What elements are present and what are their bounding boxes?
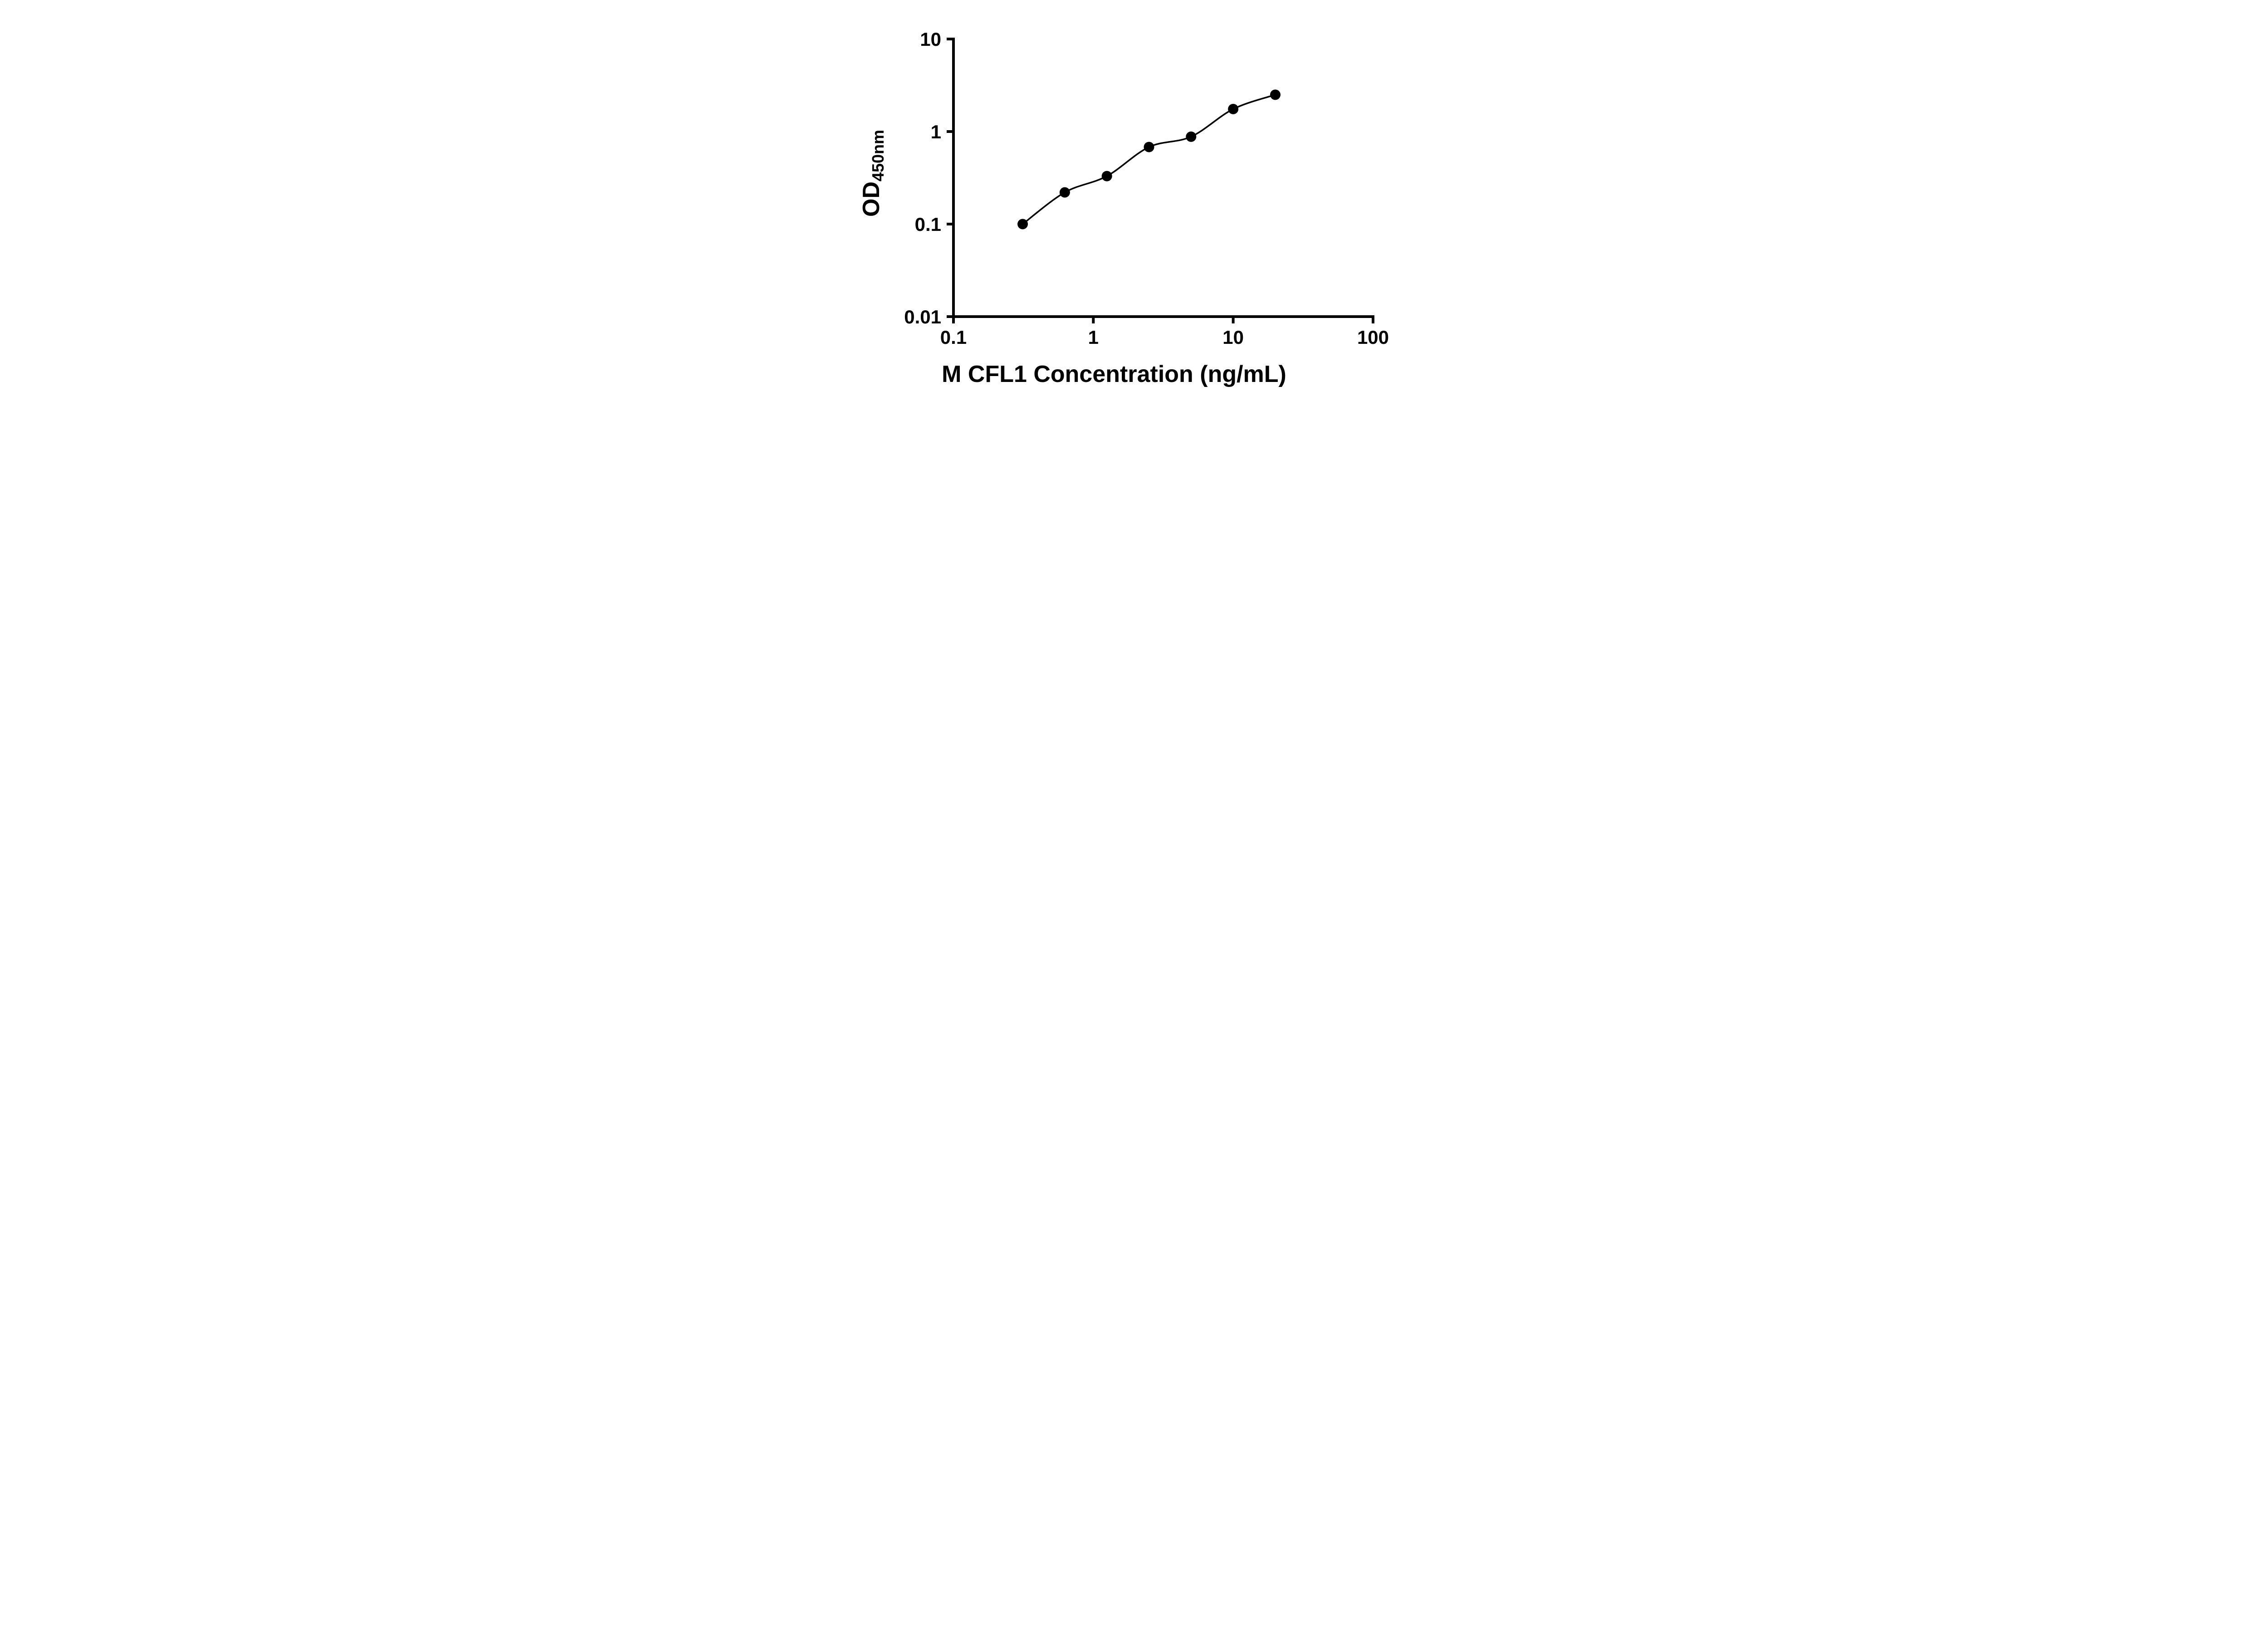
fit-curve (1022, 94, 1276, 225)
x-axis-tick-label: 0.1 (940, 327, 966, 348)
y-axis-title-main: OD (858, 181, 885, 217)
data-point (1185, 131, 1196, 142)
y-axis-tick-label: 0.01 (904, 306, 941, 328)
data-point (1101, 171, 1112, 181)
data-point (1059, 187, 1070, 198)
data-point (1270, 89, 1281, 100)
x-axis-title: M CFL1 Concentration (ng/mL) (942, 361, 1286, 387)
data-point (1227, 103, 1238, 114)
y-axis-title-subscript: 450nm (869, 130, 887, 181)
data-point (1144, 142, 1154, 152)
x-axis-tick-label: 10 (1222, 327, 1244, 348)
x-axis-tick-label: 100 (1357, 327, 1388, 348)
y-axis-tick-label: 1 (930, 121, 941, 142)
elisa-standard-curve-figure: 0.01 0.1 1 10 0.1 1 10 100 M CFL1 Concentration… (842, 0, 1426, 408)
y-axis-tick-label: 10 (920, 29, 941, 50)
y-axis-title: OD450nm (858, 130, 887, 217)
data-point (1017, 219, 1028, 230)
axis-spine (952, 38, 1374, 318)
x-axis-tick-label: 1 (1088, 327, 1098, 348)
y-axis-tick-label: 0.1 (914, 214, 941, 235)
